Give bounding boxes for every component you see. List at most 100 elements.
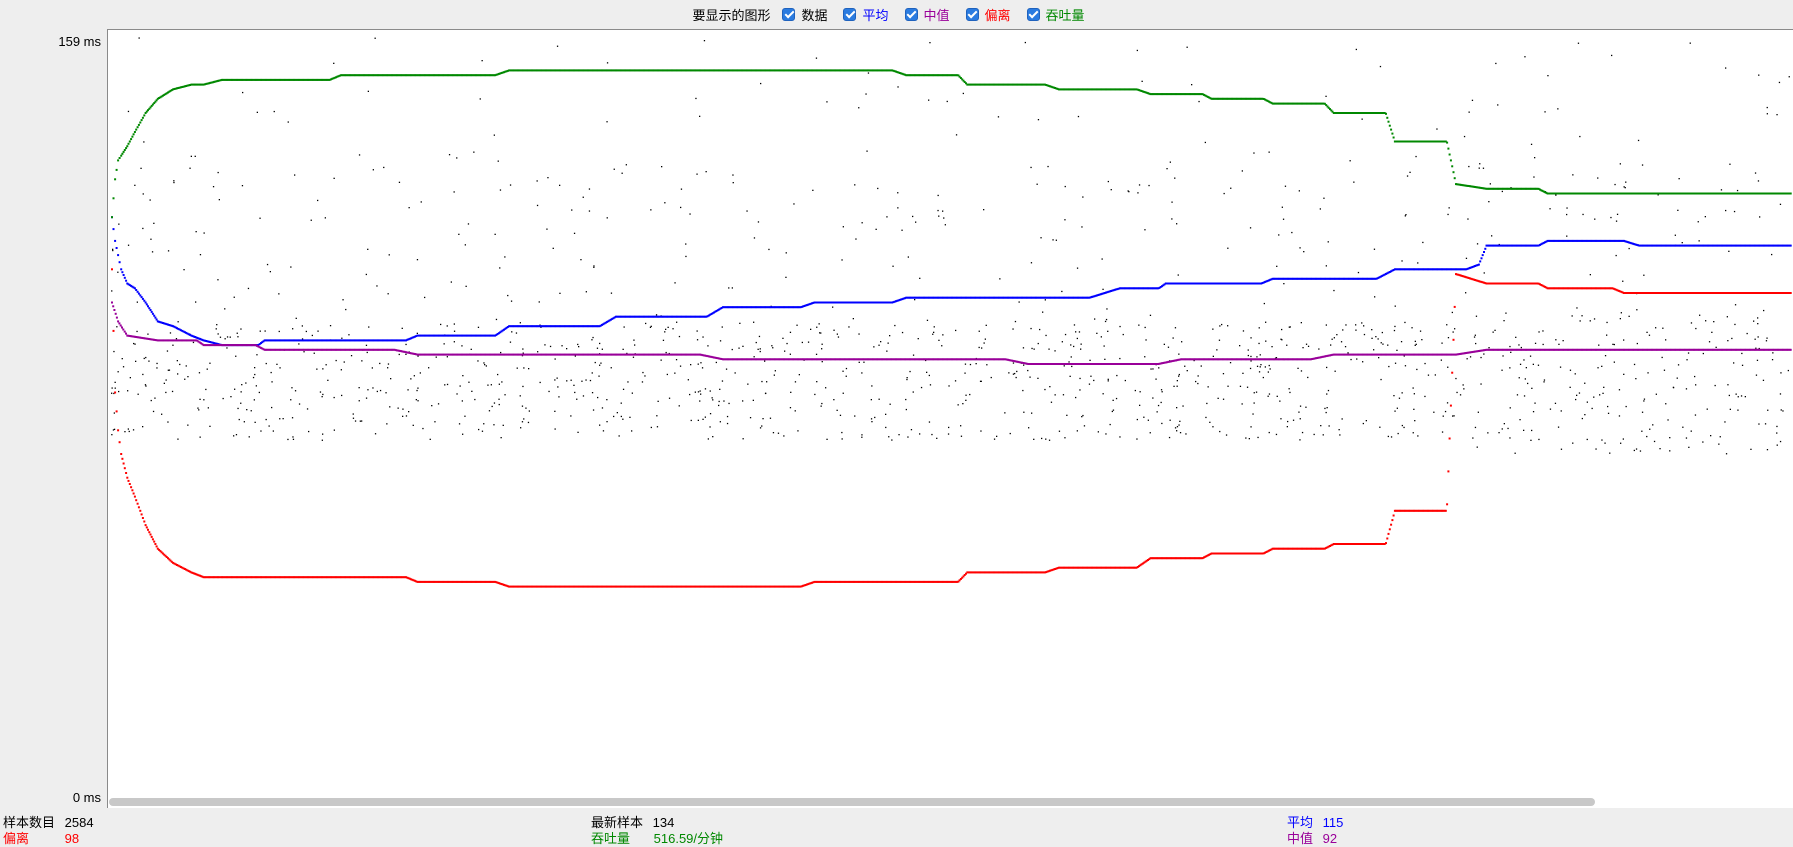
raw-sample-point (981, 347, 983, 349)
series-point-中值 (1713, 348, 1716, 351)
series-point-平均 (851, 301, 854, 304)
series-point-中值 (1531, 348, 1534, 351)
raw-sample-point (198, 409, 200, 411)
checkbox-throughput[interactable]: 吞吐量 (1026, 5, 1085, 24)
series-point-中值 (870, 358, 873, 361)
series-point-偏离 (925, 580, 928, 583)
raw-sample-point (1453, 415, 1455, 417)
series-point-中值 (1416, 353, 1419, 356)
series-point-平均 (1518, 244, 1521, 247)
series-point-平均 (878, 301, 881, 304)
checkbox-deviation[interactable]: 偏离 (965, 5, 1011, 24)
series-point-中值 (835, 358, 838, 361)
series-point-平均 (1362, 277, 1365, 280)
series-point-中值 (1679, 348, 1681, 351)
series-point-平均 (1026, 296, 1029, 299)
series-point-中值 (1248, 358, 1251, 361)
raw-sample-point (1412, 387, 1414, 389)
series-point-中值 (1308, 358, 1311, 361)
series-point-偏离 (260, 576, 262, 579)
checkbox-icon[interactable] (1026, 7, 1040, 21)
series-point-中值 (875, 358, 878, 361)
series-point-中值 (1134, 363, 1137, 365)
raw-sample-point (1094, 318, 1096, 320)
series-point-偏离 (455, 580, 458, 583)
series-point-中值 (270, 348, 273, 351)
raw-sample-point (209, 425, 211, 427)
series-point-中值 (1392, 353, 1395, 356)
raw-sample-point (422, 427, 424, 430)
raw-sample-point (690, 419, 692, 422)
raw-sample-point (1069, 375, 1071, 377)
raw-sample-point (1413, 393, 1415, 395)
series-point-中值 (809, 358, 812, 361)
series-point-平均 (1329, 277, 1331, 280)
series-point-中值 (198, 341, 201, 344)
raw-sample-point (167, 250, 170, 252)
series-point-中值 (1467, 351, 1470, 354)
checkbox-data[interactable]: 数据 (782, 5, 827, 24)
checkbox-icon[interactable] (904, 7, 918, 21)
series-point-偏离 (1024, 571, 1027, 574)
raw-sample-point (786, 342, 788, 345)
series-point-平均 (1278, 277, 1281, 280)
series-point-平均 (603, 322, 606, 325)
checkbox-icon[interactable] (843, 7, 857, 21)
raw-sample-point (1625, 405, 1627, 408)
series-point-偏离 (914, 580, 917, 583)
series-point-平均 (453, 334, 456, 337)
series-point-平均 (552, 325, 555, 328)
series-point-偏离 (321, 576, 323, 579)
series-point-偏离 (174, 563, 177, 566)
raw-sample-point (816, 381, 818, 383)
series-point-平均 (1186, 282, 1189, 285)
raw-sample-point (1033, 438, 1035, 440)
raw-sample-point (591, 372, 593, 374)
series-point-平均 (1079, 296, 1082, 299)
series-point-平均 (725, 306, 728, 309)
raw-sample-point (910, 429, 913, 431)
series-point-平均 (1704, 244, 1707, 247)
raw-sample-point (870, 418, 873, 420)
series-point-偏离 (187, 570, 190, 573)
series-point-平均 (901, 298, 904, 301)
series-point-偏离 (1005, 571, 1008, 574)
series-point-中值 (981, 358, 984, 361)
series-point-中值 (1381, 353, 1384, 356)
checkbox-icon[interactable] (965, 7, 979, 21)
checkbox-median[interactable]: 中值 (904, 5, 950, 24)
series-point-中值 (1307, 358, 1310, 361)
series-point-中值 (1192, 358, 1195, 361)
series-point-偏离 (595, 585, 598, 588)
raw-sample-point (1488, 201, 1490, 203)
raw-sample-point (655, 314, 658, 316)
series-point-平均 (841, 301, 844, 304)
raw-sample-point (405, 353, 407, 355)
series-point-平均 (135, 289, 138, 291)
raw-sample-point (461, 400, 463, 402)
raw-sample-point (742, 345, 744, 347)
raw-sample-point (1586, 401, 1588, 403)
raw-sample-point (679, 365, 682, 367)
raw-sample-point (1757, 180, 1760, 182)
series-point-中值 (1168, 360, 1171, 363)
series-point-偏离 (178, 565, 181, 568)
series-point-中值 (123, 330, 126, 333)
raw-sample-point (1068, 361, 1070, 363)
series-point-偏离 (421, 580, 424, 583)
raw-sample-point (1047, 165, 1049, 168)
series-point-平均 (412, 336, 415, 339)
checkbox-icon[interactable] (782, 7, 796, 21)
series-point-中值 (1771, 348, 1774, 351)
raw-sample-point (845, 367, 848, 370)
raw-sample-point (1271, 346, 1273, 348)
raw-sample-point (153, 222, 155, 224)
series-point-平均 (1637, 244, 1639, 247)
raw-sample-point (1584, 382, 1586, 384)
checkbox-average[interactable]: 平均 (843, 5, 889, 24)
raw-sample-point (709, 413, 712, 415)
series-point-平均 (896, 299, 899, 302)
series-point-平均 (1348, 277, 1351, 280)
series-point-平均 (1047, 296, 1050, 299)
series-point-偏离 (207, 576, 210, 579)
